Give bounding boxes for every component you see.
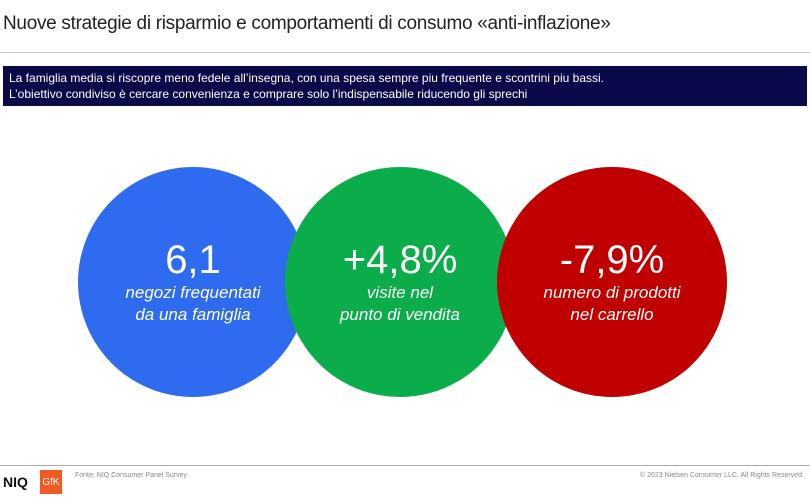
summary-banner: La famiglia media si riscopre meno fedel… xyxy=(3,66,807,106)
page-title: Nuove strategie di risparmio e comportam… xyxy=(3,13,611,34)
banner-line-2: L’obiettivo condiviso è cercare convenie… xyxy=(9,87,528,101)
stat-value: -7,9% xyxy=(559,238,665,282)
title-divider xyxy=(0,52,810,53)
source-note: Fonte: NIQ Consumer Panel Survey xyxy=(75,472,188,479)
stat-value: 6,1 xyxy=(165,238,221,282)
stat-value: +4,8% xyxy=(342,238,458,282)
stat-label: negozi frequentati xyxy=(125,283,261,302)
stat-label: punto di vendita xyxy=(339,305,461,324)
stat-circle-cart: -7,9% numero di prodotti nel carrello xyxy=(497,167,727,397)
stat-circle-visits: +4,8% visite nel punto di vendita xyxy=(285,167,515,397)
footer-divider xyxy=(0,465,810,466)
gfk-logo: GfK xyxy=(40,470,62,494)
copyright: © 2023 Nielsen Consumer LLC. All Rights … xyxy=(640,472,804,479)
niq-logo: NIQ xyxy=(3,474,28,490)
stat-label: nel carrello xyxy=(570,305,654,324)
banner-line-1: La famiglia media si riscopre meno fedel… xyxy=(9,71,605,85)
stat-label: numero di prodotti xyxy=(543,283,681,302)
stat-label: visite nel xyxy=(366,283,434,302)
stat-label: da una famiglia xyxy=(135,305,251,324)
stat-circle-stores: 6,1 negozi frequentati da una famiglia xyxy=(78,167,308,397)
